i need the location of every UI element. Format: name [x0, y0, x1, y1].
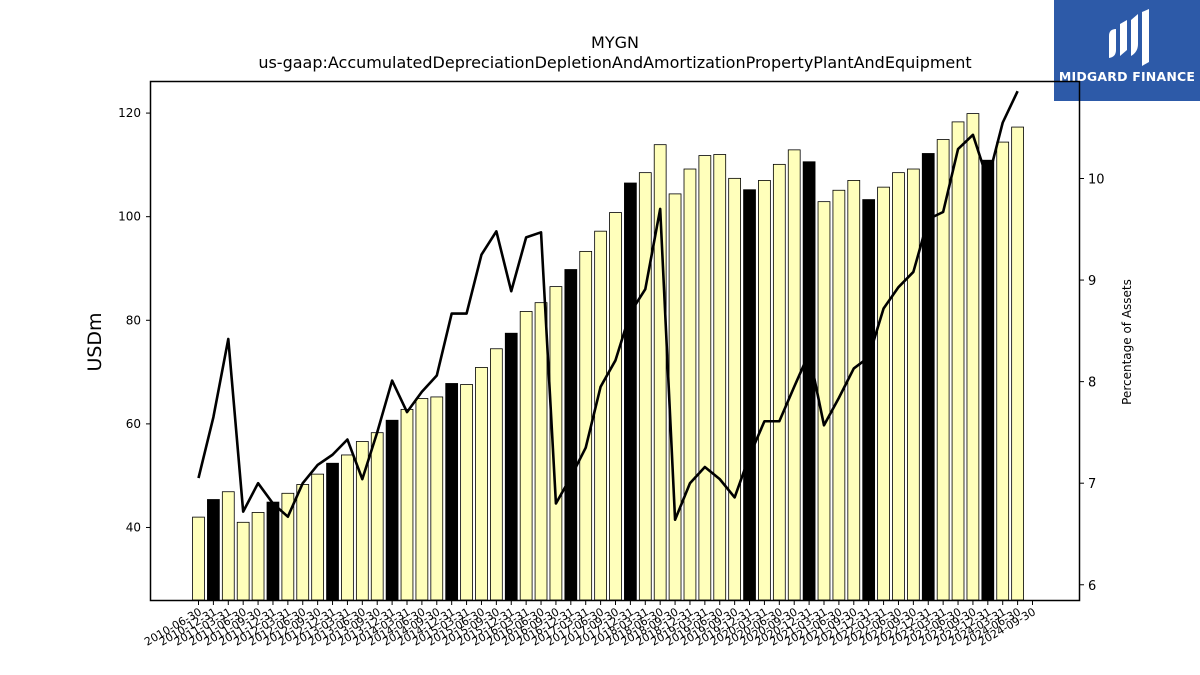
bar	[951, 121, 965, 601]
bar	[1011, 126, 1024, 601]
bar	[475, 367, 488, 601]
bar	[519, 311, 533, 601]
bar	[385, 419, 399, 601]
bar	[877, 186, 890, 601]
bar	[460, 384, 473, 601]
bar	[907, 168, 920, 601]
chart-subtitle: us-gaap:AccumulatedDepreciationDepletion…	[258, 53, 971, 72]
bar	[847, 180, 861, 601]
x-axis: 2010-06-302010-12-312011-03-312011-06-30…	[142, 600, 1038, 649]
bar	[668, 193, 682, 601]
bar	[445, 383, 459, 601]
bar	[728, 177, 742, 601]
bar	[594, 230, 607, 601]
y-axis-left: 40 60 80 100 120	[118, 106, 151, 534]
bar	[862, 199, 876, 601]
y2-tick-label: 10	[1088, 172, 1105, 187]
bar	[772, 163, 786, 601]
bar	[236, 521, 250, 601]
y-axis-label: USDm	[84, 312, 106, 371]
bar	[221, 491, 235, 601]
bar	[266, 501, 280, 601]
bar	[251, 512, 265, 601]
y-tick-label: 40	[126, 520, 141, 534]
y2-tick-label: 7	[1088, 477, 1096, 492]
bar	[207, 499, 220, 601]
bar-series	[192, 113, 1024, 601]
bar	[624, 182, 637, 601]
y2-axis-label: Percentage of Assets	[1120, 279, 1134, 405]
y2-tick-label: 9	[1088, 274, 1096, 289]
bar	[296, 484, 310, 601]
bar	[892, 172, 905, 601]
chart-title: MYGN	[591, 33, 639, 52]
bar	[996, 141, 1010, 601]
bar	[430, 396, 444, 601]
logo-text: MIDGARD FINANCE	[1058, 69, 1196, 84]
bar	[564, 269, 578, 601]
y-tick-label: 60	[126, 417, 141, 431]
midgard-finance-logo: MIDGARD FINANCE	[1054, 0, 1200, 101]
pct-assets-line	[197, 90, 1019, 522]
bar	[341, 454, 354, 601]
bar	[713, 154, 727, 601]
y-tick-label: 120	[118, 106, 141, 120]
pct-assets-series	[197, 90, 1019, 522]
bar	[802, 161, 816, 601]
bar	[683, 168, 697, 601]
bar	[489, 348, 503, 601]
bar	[981, 159, 995, 601]
bar	[758, 180, 771, 601]
bar	[638, 172, 652, 601]
y-tick-label: 80	[126, 313, 141, 327]
bar	[311, 473, 325, 601]
bar	[504, 332, 518, 601]
logo-mark-icon	[1109, 9, 1149, 66]
bar	[609, 212, 622, 601]
bar	[415, 398, 429, 601]
bar	[698, 155, 712, 601]
y2-tick-label: 6	[1088, 579, 1096, 594]
bar	[370, 432, 384, 601]
bar	[534, 302, 548, 601]
y-tick-label: 100	[118, 210, 141, 224]
y-axis-right: 6 7 8 9 10	[1079, 172, 1105, 594]
y2-tick-label: 8	[1088, 376, 1096, 391]
bar	[400, 408, 414, 601]
bar	[743, 189, 756, 601]
bar	[966, 113, 980, 601]
bar	[192, 516, 205, 601]
bar	[326, 462, 339, 601]
